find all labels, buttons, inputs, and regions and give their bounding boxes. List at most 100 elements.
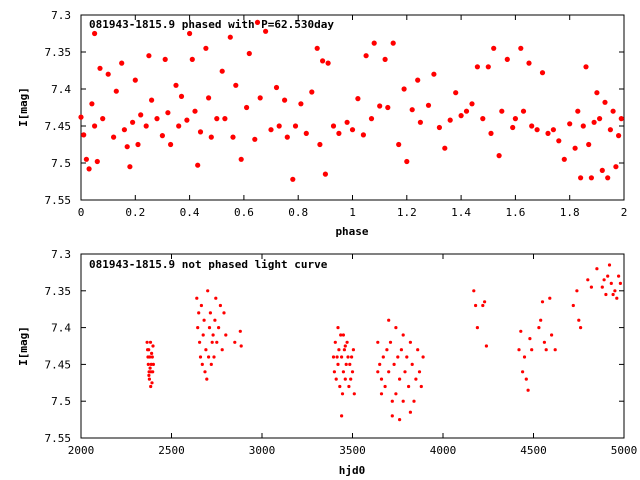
data-point: [401, 399, 405, 403]
data-point: [379, 392, 384, 396]
data-point: [212, 355, 216, 359]
data-point: [545, 130, 551, 136]
data-point: [607, 263, 612, 267]
data-point: [618, 281, 623, 285]
data-point: [607, 127, 614, 133]
data-point: [268, 127, 274, 133]
data-point: [586, 141, 592, 148]
data-point: [333, 340, 337, 344]
data-point: [510, 124, 516, 131]
plot-frame: [80, 253, 625, 439]
data-point: [577, 318, 581, 322]
data-point: [469, 101, 475, 107]
data-point: [392, 362, 396, 366]
x-tick-label: 1.6: [505, 206, 525, 219]
data-point: [611, 292, 615, 297]
data-point: [100, 116, 106, 122]
data-point: [192, 108, 198, 114]
x-tick-label: 0.8: [288, 206, 308, 219]
x-tick-label: 1.8: [560, 206, 580, 219]
data-point: [149, 97, 155, 103]
data-point: [579, 326, 583, 330]
data-point: [213, 318, 217, 322]
data-point: [403, 370, 407, 374]
data-point: [150, 355, 154, 359]
data-point: [605, 175, 611, 181]
data-point: [147, 377, 151, 381]
data-point: [220, 348, 224, 352]
data-point: [150, 381, 154, 385]
data-point: [207, 355, 211, 359]
data-point: [149, 362, 153, 366]
data-point: [408, 340, 412, 344]
data-point: [537, 326, 541, 330]
data-point: [320, 58, 326, 64]
data-point: [410, 362, 414, 366]
data-point: [309, 89, 315, 95]
data-point: [491, 45, 497, 51]
data-point: [147, 373, 151, 377]
data-point: [148, 355, 152, 359]
data-point: [586, 278, 590, 282]
data-point: [550, 333, 554, 337]
data-point: [340, 392, 345, 396]
data-point: [526, 60, 532, 66]
data-point: [214, 116, 220, 122]
data-point: [257, 95, 263, 101]
unphased-light-curve-plot: 2000 2500 3000 3500 4000 4500 5000 7.37.357.47…: [17, 248, 637, 477]
data-point: [529, 123, 535, 129]
data-point: [483, 300, 487, 304]
data-point: [347, 384, 351, 389]
data-point: [238, 329, 242, 333]
data-point: [210, 340, 214, 344]
data-point: [83, 156, 89, 162]
data-point: [151, 362, 155, 366]
data-point: [273, 84, 280, 91]
data-point: [195, 162, 201, 168]
data-point: [254, 19, 261, 25]
data-point: [613, 289, 617, 293]
data-point: [92, 123, 98, 129]
data-point: [336, 326, 340, 330]
data-point: [534, 127, 540, 133]
data-point: [206, 289, 210, 293]
data-point: [415, 77, 421, 83]
data-point: [203, 45, 209, 51]
y-tick-label: 7.3: [51, 248, 71, 261]
y-tick-label: 7.4: [51, 322, 71, 335]
x-tick-label: 3500: [339, 444, 366, 457]
x-tick-label: 2500: [158, 444, 185, 457]
data-point: [542, 340, 547, 344]
data-point: [512, 116, 519, 122]
data-point: [349, 127, 356, 133]
data-point: [89, 101, 95, 107]
data-point: [553, 348, 557, 352]
data-point: [292, 123, 299, 129]
data-point: [219, 68, 225, 74]
data-point: [421, 355, 425, 359]
x-tick-label: 0.6: [234, 206, 254, 219]
data-point: [206, 95, 212, 101]
data-point: [148, 340, 153, 344]
data-point: [149, 384, 153, 389]
data-point: [189, 56, 195, 63]
data-point: [485, 64, 491, 70]
data-point: [408, 410, 412, 414]
y-tick-label: 7.45: [45, 358, 72, 371]
data-point: [227, 34, 233, 40]
data-point: [522, 355, 527, 359]
data-point: [463, 108, 470, 114]
x-tick-label: 1.2: [397, 206, 417, 219]
data-point: [317, 141, 323, 148]
tick-marks: [80, 14, 625, 201]
data-point: [121, 127, 127, 133]
data-point: [524, 377, 528, 381]
data-point: [363, 53, 369, 59]
y-axis-label: I[mag]: [17, 326, 30, 366]
y-tick-label: 7.45: [45, 120, 72, 133]
y-tick-label: 7.5: [51, 395, 71, 408]
data-point: [474, 303, 478, 308]
data-point: [165, 110, 171, 116]
data-point: [97, 65, 103, 71]
x-tick-label: 5000: [611, 444, 638, 457]
